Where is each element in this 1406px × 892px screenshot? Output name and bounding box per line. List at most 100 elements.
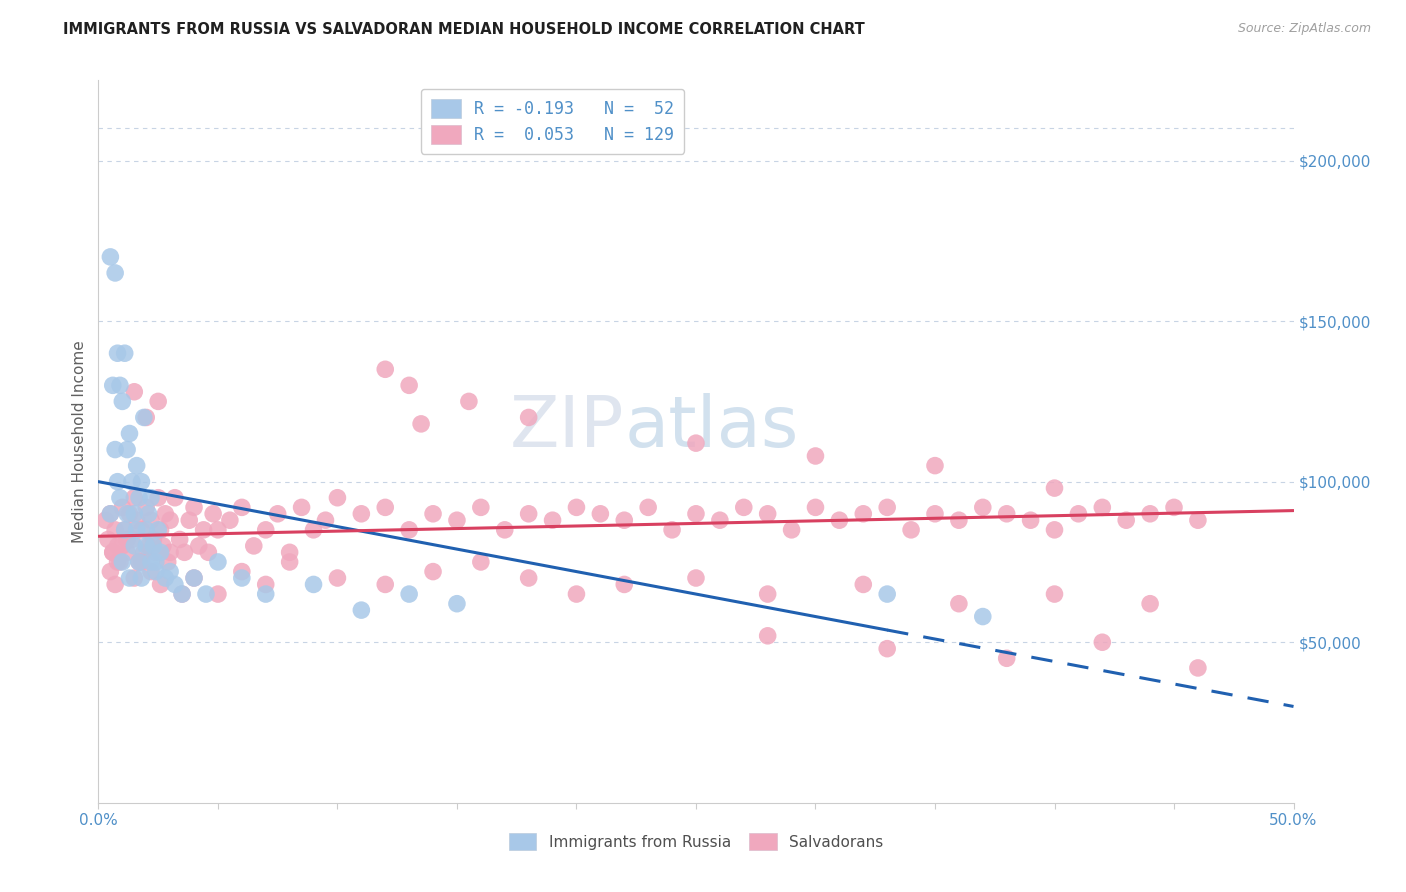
- Point: [517, 571, 540, 585]
- Point: [207, 555, 229, 569]
- Point: [128, 555, 150, 569]
- Point: [131, 555, 153, 569]
- Point: [193, 523, 215, 537]
- Point: [159, 513, 181, 527]
- Point: [458, 394, 481, 409]
- Point: [183, 500, 205, 515]
- Point: [709, 513, 731, 527]
- Point: [685, 507, 707, 521]
- Point: [995, 507, 1018, 521]
- Point: [155, 571, 177, 585]
- Point: [852, 577, 875, 591]
- Point: [613, 577, 636, 591]
- Point: [135, 410, 157, 425]
- Point: [139, 513, 162, 527]
- Point: [111, 555, 134, 569]
- Point: [138, 507, 160, 521]
- Text: IMMIGRANTS FROM RUSSIA VS SALVADORAN MEDIAN HOUSEHOLD INCOME CORRELATION CHART: IMMIGRANTS FROM RUSSIA VS SALVADORAN MED…: [63, 22, 865, 37]
- Point: [145, 545, 167, 559]
- Point: [374, 577, 396, 591]
- Point: [1043, 481, 1066, 495]
- Point: [98, 250, 122, 264]
- Point: [1019, 513, 1042, 527]
- Point: [97, 533, 120, 547]
- Text: Source: ZipAtlas.com: Source: ZipAtlas.com: [1237, 22, 1371, 36]
- Point: [124, 571, 146, 585]
- Point: [565, 587, 588, 601]
- Point: [589, 507, 612, 521]
- Point: [98, 507, 122, 521]
- Point: [876, 500, 898, 515]
- Point: [111, 394, 134, 409]
- Point: [517, 507, 540, 521]
- Point: [125, 513, 148, 527]
- Point: [108, 555, 131, 569]
- Point: [108, 378, 131, 392]
- Point: [267, 507, 290, 521]
- Point: [195, 587, 218, 601]
- Point: [107, 475, 129, 489]
- Text: atlas: atlas: [624, 392, 799, 461]
- Point: [411, 417, 433, 431]
- Point: [685, 571, 707, 585]
- Point: [565, 500, 588, 515]
- Point: [876, 641, 898, 656]
- Point: [148, 523, 170, 537]
- Point: [326, 571, 349, 585]
- Point: [1067, 507, 1090, 521]
- Point: [124, 507, 146, 521]
- Point: [1187, 513, 1209, 527]
- Point: [398, 523, 420, 537]
- Point: [1115, 513, 1137, 527]
- Point: [131, 523, 153, 537]
- Point: [398, 378, 420, 392]
- Point: [115, 545, 138, 559]
- Point: [517, 410, 540, 425]
- Point: [494, 523, 516, 537]
- Point: [139, 555, 162, 569]
- Point: [159, 565, 181, 579]
- Point: [135, 500, 157, 515]
- Point: [302, 523, 325, 537]
- Point: [254, 523, 277, 537]
- Point: [254, 577, 277, 591]
- Point: [125, 458, 148, 473]
- Point: [135, 523, 157, 537]
- Point: [107, 555, 129, 569]
- Point: [541, 513, 564, 527]
- Point: [278, 545, 301, 559]
- Point: [114, 346, 136, 360]
- Point: [278, 555, 301, 569]
- Point: [302, 577, 325, 591]
- Point: [94, 513, 117, 527]
- Point: [243, 539, 266, 553]
- Point: [254, 587, 277, 601]
- Point: [1043, 523, 1066, 537]
- Point: [163, 577, 186, 591]
- Point: [107, 346, 129, 360]
- Point: [350, 507, 373, 521]
- Point: [995, 651, 1018, 665]
- Point: [98, 507, 122, 521]
- Point: [852, 507, 875, 521]
- Legend: Immigrants from Russia, Salvadorans: Immigrants from Russia, Salvadorans: [503, 827, 889, 856]
- Point: [131, 475, 153, 489]
- Point: [398, 587, 420, 601]
- Point: [149, 523, 172, 537]
- Point: [231, 565, 253, 579]
- Point: [104, 442, 127, 457]
- Point: [1091, 635, 1114, 649]
- Point: [756, 629, 779, 643]
- Point: [685, 436, 707, 450]
- Point: [1139, 507, 1161, 521]
- Point: [315, 513, 337, 527]
- Point: [135, 539, 157, 553]
- Point: [291, 500, 314, 515]
- Point: [111, 500, 134, 515]
- Point: [613, 513, 636, 527]
- Point: [111, 539, 134, 553]
- Point: [155, 507, 177, 521]
- Point: [159, 545, 181, 559]
- Point: [350, 603, 373, 617]
- Point: [156, 555, 179, 569]
